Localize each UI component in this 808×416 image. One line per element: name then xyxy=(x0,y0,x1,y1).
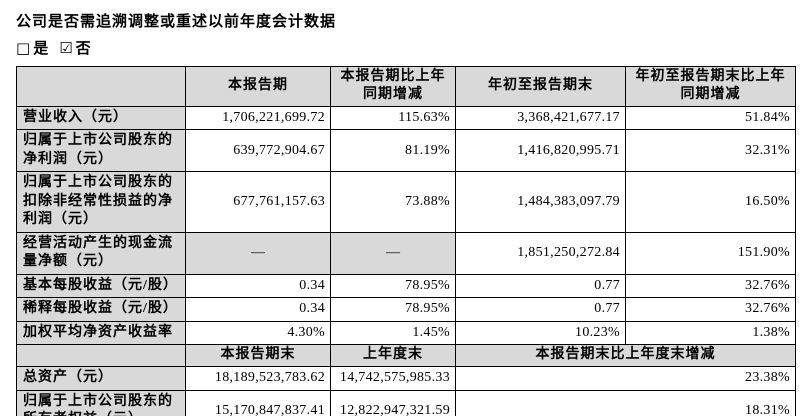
quarter-header-row: 本报告期 本报告期比上年同期增减 年初至报告期末 年初至报告期末比上年同期增减 xyxy=(16,66,796,107)
cell-value: 1,416,820,995.71 xyxy=(455,129,626,173)
table-row-basic-eps: 基本每股收益（元/股） 0.34 78.95% 0.77 32.76% xyxy=(16,273,796,299)
cell-value: 677,761,157.63 xyxy=(185,171,331,233)
cell-value: 1,706,221,699.72 xyxy=(185,105,331,131)
cell-value: 73.88% xyxy=(330,171,456,233)
row-label: 营业收入（元） xyxy=(16,105,186,131)
cell-value: 639,772,904.67 xyxy=(185,129,331,173)
cell-value: 0.77 xyxy=(455,297,626,322)
restatement-choice: □ 是 ☑ 否 xyxy=(16,37,102,58)
cell-value: 12,822,947,321.59 xyxy=(330,389,456,416)
checkbox-yes-option[interactable]: □ 是 xyxy=(16,39,50,57)
table-row-net-profit: 归属于上市公司股东的净利润（元） 639,772,904.67 81.19% 1… xyxy=(16,129,796,173)
cell-value-empty: — xyxy=(330,231,456,275)
col-header-ytd: 年初至报告期末 xyxy=(455,66,626,107)
row-label: 加权平均净资产收益率 xyxy=(16,320,186,346)
header-blank xyxy=(16,66,186,107)
cell-value: 151.90% xyxy=(625,231,796,275)
cell-value: 51.84% xyxy=(625,105,796,131)
table-row-owners-equity: 归属于上市公司股东的所有者权益（元） 15,170,847,837.41 12,… xyxy=(16,389,796,416)
checkbox-unchecked-icon[interactable]: □ xyxy=(16,39,32,57)
cell-value: 10.23% xyxy=(455,320,626,346)
cell-value: 32.76% xyxy=(625,273,796,299)
balance-header-row: 本报告期末 上年度末 本报告期末比上年度末增减 xyxy=(16,344,796,368)
financial-summary-table: 本报告期 本报告期比上年同期增减 年初至报告期末 年初至报告期末比上年同期增减 … xyxy=(16,66,796,416)
col-header-period-end: 本报告期末 xyxy=(185,344,331,368)
checkbox-no-option[interactable]: ☑ 否 xyxy=(59,39,92,57)
row-label: 归属于上市公司股东的扣除非经常性损益的净利润（元） xyxy=(16,171,186,233)
cell-value: 4.30% xyxy=(185,320,331,346)
cell-value: 15,170,847,837.41 xyxy=(185,389,331,416)
table-row-operating-cash-flow: 经营活动产生的现金流量净额（元） — — 1,851,250,272.84 15… xyxy=(16,231,796,275)
cell-value: 78.95% xyxy=(330,297,456,322)
col-header-ytd-vs-prior: 年初至报告期末比上年同期增减 xyxy=(625,66,796,107)
table-row-revenue: 营业收入（元） 1,706,221,699.72 115.63% 3,368,4… xyxy=(16,105,796,131)
row-label: 基本每股收益（元/股） xyxy=(16,273,186,299)
row-label: 稀释每股收益（元/股） xyxy=(16,297,186,322)
table-row-net-profit-excl-nonrecurring: 归属于上市公司股东的扣除非经常性损益的净利润（元） 677,761,157.63… xyxy=(16,171,796,233)
cell-value: 78.95% xyxy=(330,273,456,299)
col-header-current-period: 本报告期 xyxy=(185,66,331,107)
cell-value-empty: — xyxy=(185,231,331,275)
table-row-total-assets: 总资产（元） 18,189,523,783.62 14,742,575,985.… xyxy=(16,366,796,391)
cell-value: 1,851,250,272.84 xyxy=(455,231,626,275)
checkbox-no-label: 否 xyxy=(75,41,92,57)
col-header-period-end-change: 本报告期末比上年度末增减 xyxy=(455,344,796,368)
table-row-diluted-eps: 稀释每股收益（元/股） 0.34 78.95% 0.77 32.76% xyxy=(16,297,796,322)
cell-value: 23.38% xyxy=(455,366,796,391)
checkbox-yes-label: 是 xyxy=(33,41,50,57)
checkbox-checked-icon[interactable]: ☑ xyxy=(59,39,74,57)
row-label: 经营活动产生的现金流量净额（元） xyxy=(16,231,186,275)
page-title: 公司是否需追溯调整或重述以前年度会计数据 xyxy=(16,14,337,30)
cell-value: 14,742,575,985.33 xyxy=(330,366,456,391)
row-label: 总资产（元） xyxy=(16,366,186,391)
row-label: 归属于上市公司股东的净利润（元） xyxy=(16,129,186,173)
cell-value: 18,189,523,783.62 xyxy=(185,366,331,391)
cell-value: 32.76% xyxy=(625,297,796,322)
cell-value: 81.19% xyxy=(330,129,456,173)
header-blank xyxy=(16,344,186,368)
col-header-current-vs-prior: 本报告期比上年同期增减 xyxy=(330,66,456,107)
cell-value: 32.31% xyxy=(625,129,796,173)
row-label: 归属于上市公司股东的所有者权益（元） xyxy=(16,389,186,416)
cell-value: 16.50% xyxy=(625,171,796,233)
cell-value: 1,484,383,097.79 xyxy=(455,171,626,233)
table-row-weighted-avg-roe: 加权平均净资产收益率 4.30% 1.45% 10.23% 1.38% xyxy=(16,320,796,346)
cell-value: 115.63% xyxy=(330,105,456,131)
cell-value: 1.38% xyxy=(625,320,796,346)
col-header-prior-year-end: 上年度末 xyxy=(330,344,456,368)
cell-value: 0.77 xyxy=(455,273,626,299)
cell-value: 1.45% xyxy=(330,320,456,346)
cell-value: 0.34 xyxy=(185,297,331,322)
cell-value: 18.31% xyxy=(455,389,796,416)
cell-value: 3,368,421,677.17 xyxy=(455,105,626,131)
cell-value: 0.34 xyxy=(185,273,331,299)
